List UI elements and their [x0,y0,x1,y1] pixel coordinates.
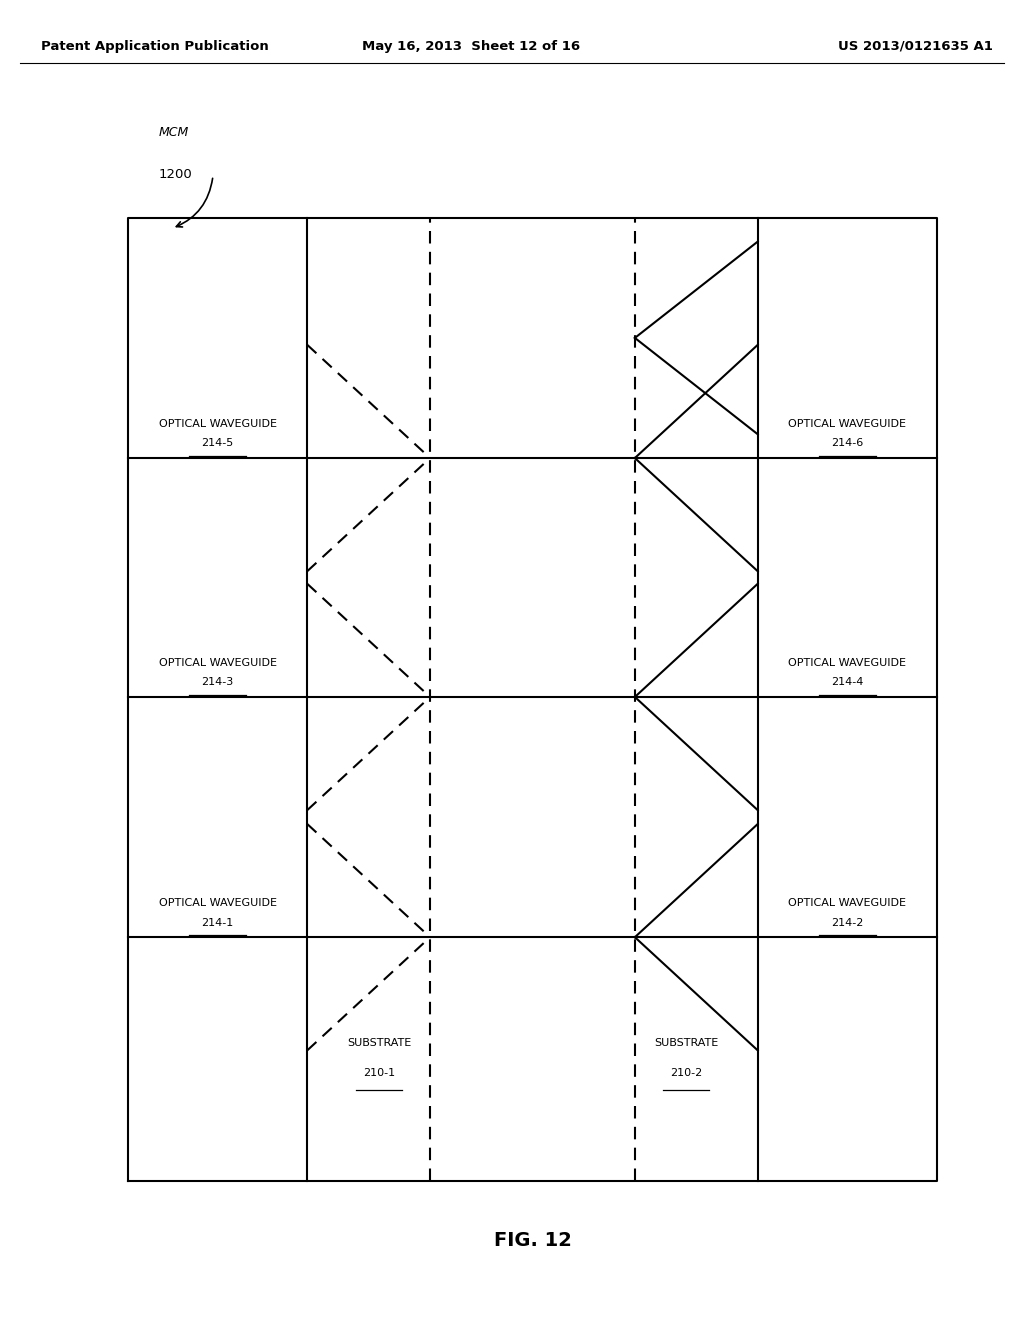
Text: OPTICAL WAVEGUIDE: OPTICAL WAVEGUIDE [788,420,906,429]
Text: SUBSTRATE: SUBSTRATE [654,1039,718,1048]
Text: SUBSTRATE: SUBSTRATE [347,1039,411,1048]
Text: 210-2: 210-2 [670,1068,702,1077]
Text: OPTICAL WAVEGUIDE: OPTICAL WAVEGUIDE [159,899,276,908]
Text: 214-6: 214-6 [831,438,863,449]
Text: 214-1: 214-1 [202,917,233,928]
Text: OPTICAL WAVEGUIDE: OPTICAL WAVEGUIDE [159,659,276,668]
Text: May 16, 2013  Sheet 12 of 16: May 16, 2013 Sheet 12 of 16 [361,40,581,53]
Text: 214-5: 214-5 [202,438,233,449]
Text: 214-4: 214-4 [831,677,863,688]
Text: 1200: 1200 [159,168,193,181]
Text: FIG. 12: FIG. 12 [494,1232,571,1250]
Text: US 2013/0121635 A1: US 2013/0121635 A1 [839,40,993,53]
Text: OPTICAL WAVEGUIDE: OPTICAL WAVEGUIDE [788,899,906,908]
Text: OPTICAL WAVEGUIDE: OPTICAL WAVEGUIDE [788,659,906,668]
Text: 214-3: 214-3 [202,677,233,688]
Text: Patent Application Publication: Patent Application Publication [41,40,268,53]
Text: 210-1: 210-1 [362,1068,395,1077]
Text: 214-2: 214-2 [831,917,863,928]
Text: MCM: MCM [159,125,189,139]
Text: OPTICAL WAVEGUIDE: OPTICAL WAVEGUIDE [159,420,276,429]
